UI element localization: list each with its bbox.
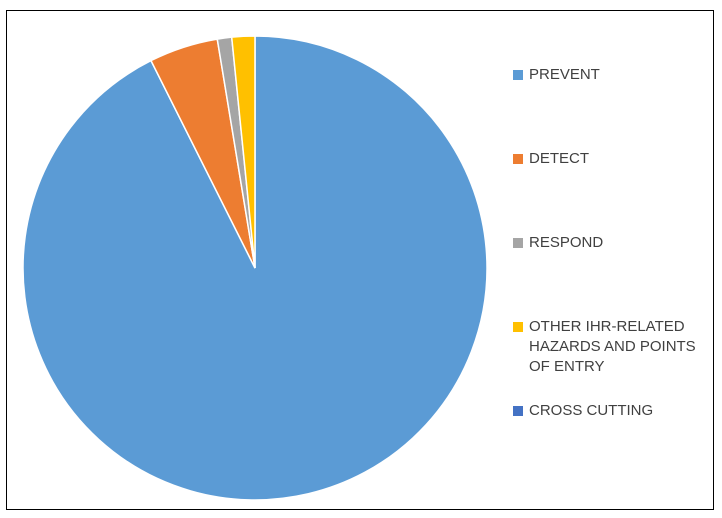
legend-label-respond: RESPOND [529, 234, 604, 251]
legend-label-detect: DETECT [529, 150, 589, 167]
pie-chart [22, 35, 488, 501]
legend-item-cross-cutting: CROSS CUTTING [513, 401, 707, 421]
legend-item-prevent: PREVENT [513, 65, 707, 85]
legend-label-cross-cutting: CROSS CUTTING [529, 402, 654, 419]
pie-slices [22, 35, 488, 501]
legend-label-prevent: PREVENT [529, 66, 600, 83]
pie-slice-other-ihr [230, 35, 256, 269]
legend-swatch-respond [513, 238, 523, 248]
legend-label-other-ihr: OTHER IHR-RELATED HAZARDS AND POINTS OF … [529, 318, 696, 375]
legend-item-other-ihr: OTHER IHR-RELATED HAZARDS AND POINTS OF … [513, 317, 707, 377]
legend-item-detect: DETECT [513, 149, 707, 169]
legend-swatch-cross-cutting [513, 406, 523, 416]
legend: PREVENT DETECT RESPOND OTHER IHR-RELATED… [513, 11, 713, 491]
chart-frame: PREVENT DETECT RESPOND OTHER IHR-RELATED… [6, 10, 714, 510]
legend-swatch-detect [513, 154, 523, 164]
legend-swatch-other-ihr [513, 322, 523, 332]
legend-swatch-prevent [513, 70, 523, 80]
legend-item-respond: RESPOND [513, 233, 707, 253]
